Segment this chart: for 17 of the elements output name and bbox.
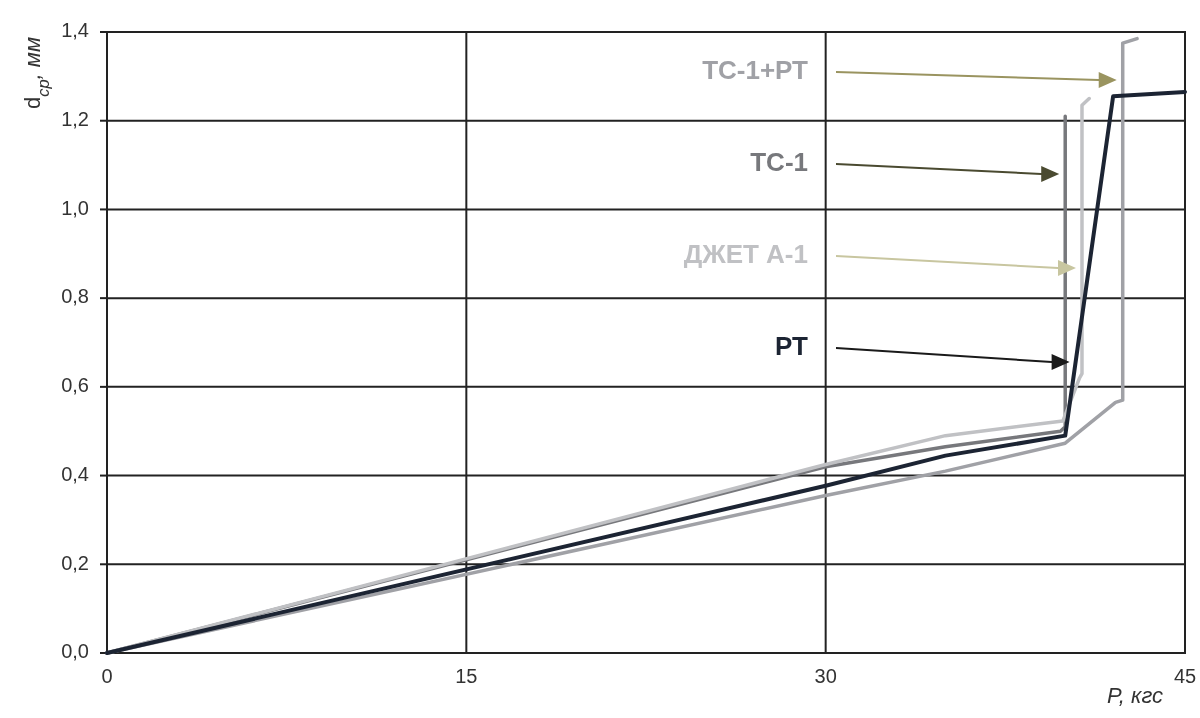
- y-tick-label: 0,6: [61, 374, 89, 397]
- x-tick-label: 0: [101, 665, 113, 688]
- x-axis-title: P, кгс: [1106, 683, 1164, 708]
- y-tick-label: 0,0: [61, 640, 89, 663]
- y-tick-label: 1,0: [61, 196, 89, 219]
- x-tick-label: 30: [814, 665, 837, 688]
- text: ТС-1+РТ: [702, 54, 809, 85]
- text: ТС-1: [750, 146, 808, 177]
- y-tick-label: 0,2: [61, 551, 89, 574]
- y-tick-label: 1,2: [61, 108, 89, 130]
- text: ДЖЕТ А-1: [683, 238, 808, 269]
- y-tick-label: 0,4: [61, 462, 89, 485]
- y-tick-label: 1,4: [61, 19, 89, 42]
- y-tick-label: 0,8: [61, 285, 89, 308]
- x-tick-label: 45: [1173, 665, 1197, 688]
- x-tick-label: 15: [455, 665, 478, 688]
- text: РТ: [775, 330, 809, 361]
